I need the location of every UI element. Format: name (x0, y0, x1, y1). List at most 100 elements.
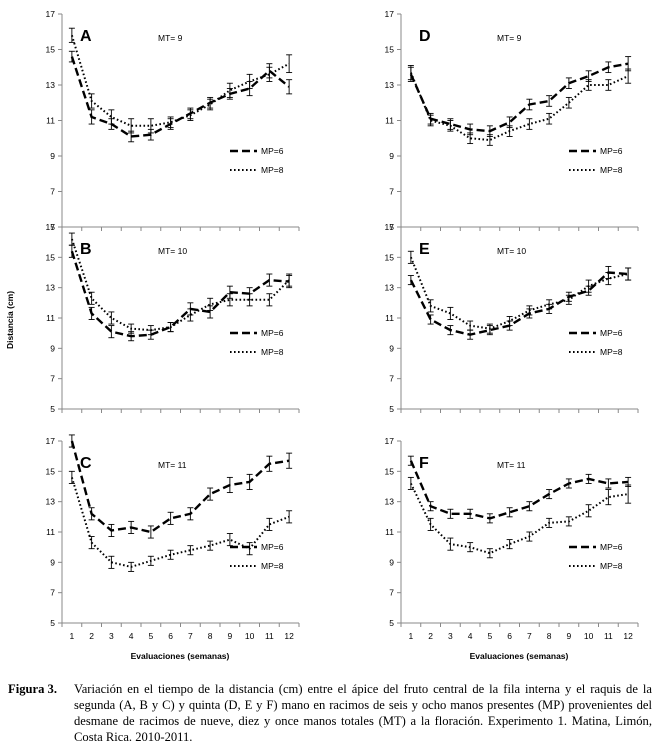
panel-annotation: MT= 9 (158, 33, 183, 43)
y-tick-label: 7 (389, 374, 394, 384)
panel-letter: E (419, 241, 430, 258)
legend-label: MP=8 (261, 347, 284, 357)
x-tick-label: 12 (284, 631, 294, 641)
x-tick-label: 11 (265, 631, 274, 641)
y-tick-label: 9 (389, 343, 394, 353)
y-tick-label: 7 (389, 187, 394, 197)
legend-label: MP=8 (261, 165, 284, 175)
legend-label: MP=6 (261, 328, 284, 338)
y-tick-label: 7 (50, 187, 55, 197)
panel-letter: C (80, 455, 92, 472)
x-tick-label: 6 (168, 631, 173, 641)
series-line-mp6 (409, 460, 629, 520)
x-tick-label: 11 (604, 631, 613, 641)
x-tick-label: 8 (547, 631, 552, 641)
y-tick-label: 13 (385, 80, 395, 90)
y-tick-label: 17 (46, 222, 56, 232)
y-tick-label: 17 (46, 9, 56, 19)
y-tick-label: 5 (389, 222, 394, 232)
panel-b: 5 7 9 11 13 15 17 B MT= 10 MP=6 MP=8 (46, 222, 300, 414)
series-line-mp8 (70, 477, 290, 568)
series-line-mp8 (409, 72, 629, 142)
legend-label: MP=8 (600, 347, 623, 357)
panel-a: 5 7 9 11 13 15 17 A MT= 9 MP=6 MP=8 (46, 9, 300, 232)
x-tick-label: 4 (129, 631, 134, 641)
y-tick-label: 15 (385, 252, 395, 262)
y-tick-label: 11 (46, 116, 55, 126)
x-tick-label: 7 (188, 631, 193, 641)
x-tick-label: 12 (623, 631, 633, 641)
y-tick-label: 15 (385, 45, 395, 55)
x-tick-label: 2 (428, 631, 433, 641)
panel-letter: D (419, 28, 431, 45)
y-tick-label: 9 (50, 151, 55, 161)
series-line-mp8 (409, 256, 629, 330)
caption-text: Variación en el tiempo de la distancia (… (74, 682, 652, 744)
y-tick-label: 11 (385, 116, 394, 126)
panel-annotation: MT= 11 (158, 460, 187, 470)
series-line-mp8 (70, 35, 290, 127)
y-axis-label: Distancia (cm) (5, 291, 15, 349)
x-tick-label: 5 (149, 631, 154, 641)
x-tick-label: 1 (70, 631, 75, 641)
y-tick-label: 9 (389, 557, 394, 567)
y-tick-label: 9 (50, 557, 55, 567)
x-tick-label: 9 (567, 631, 572, 641)
panel-annotation: MT= 10 (497, 246, 526, 256)
panel-letter: F (419, 455, 429, 472)
figure-3-charts: Distancia (cm) Evaluaciones (semanas) Ev… (5, 9, 639, 661)
y-tick-label: 7 (50, 588, 55, 598)
legend-label: MP=6 (261, 146, 284, 156)
panel-annotation: MT= 10 (158, 246, 187, 256)
x-tick-label: 3 (448, 631, 453, 641)
y-tick-label: 13 (385, 497, 395, 507)
x-tick-label: 10 (245, 631, 255, 641)
series-line-mp8 (409, 483, 629, 555)
legend-label: MP=8 (600, 165, 623, 175)
series-line-mp6 (70, 250, 290, 338)
legend-label: MP=6 (600, 542, 623, 552)
y-tick-label: 15 (46, 45, 56, 55)
legend-label: MP=8 (261, 561, 284, 571)
y-tick-label: 5 (50, 618, 55, 628)
x-tick-label: 3 (109, 631, 114, 641)
x-tick-label: 1 (409, 631, 414, 641)
y-tick-label: 17 (385, 9, 395, 19)
legend-label: MP=8 (600, 561, 623, 571)
x-axis-label-left: Evaluaciones (semanas) (131, 651, 230, 661)
y-tick-label: 11 (385, 313, 394, 323)
y-tick-label: 15 (46, 252, 56, 262)
x-tick-label: 4 (468, 631, 473, 641)
y-tick-label: 15 (46, 466, 56, 476)
y-tick-label: 17 (46, 436, 56, 446)
y-tick-label: 13 (46, 283, 56, 293)
y-tick-label: 11 (46, 313, 55, 323)
series-line-mp6 (70, 56, 290, 138)
panel-e: 5 7 9 11 13 15 17 E MT= 10 MP=6 MP=8 (385, 222, 639, 414)
y-tick-label: 13 (46, 80, 56, 90)
legend-label: MP=6 (600, 328, 623, 338)
y-tick-label: 5 (389, 404, 394, 414)
legend-label: MP=6 (600, 146, 623, 156)
y-tick-label: 5 (389, 618, 394, 628)
panel-letter: A (80, 28, 92, 45)
y-tick-label: 5 (50, 404, 55, 414)
legend-label: MP=6 (261, 542, 284, 552)
caption-label: Figura 3. (8, 682, 57, 696)
x-tick-label: 5 (488, 631, 493, 641)
panel-annotation: MT= 11 (497, 460, 526, 470)
x-tick-label: 8 (208, 631, 213, 641)
panel-d: 5 7 9 11 13 15 17 D MT= 9 MP=6 MP=8 (385, 9, 639, 232)
x-tick-label: 10 (584, 631, 594, 641)
series-line-mp6 (409, 271, 629, 336)
y-tick-label: 9 (389, 151, 394, 161)
series-line-mp6 (70, 440, 290, 534)
x-tick-label: 6 (507, 631, 512, 641)
x-tick-label: 9 (228, 631, 233, 641)
y-tick-label: 7 (389, 588, 394, 598)
x-axis-label-right: Evaluaciones (semanas) (470, 651, 569, 661)
y-tick-label: 5 (50, 222, 55, 232)
series-line-mp6 (409, 62, 629, 133)
